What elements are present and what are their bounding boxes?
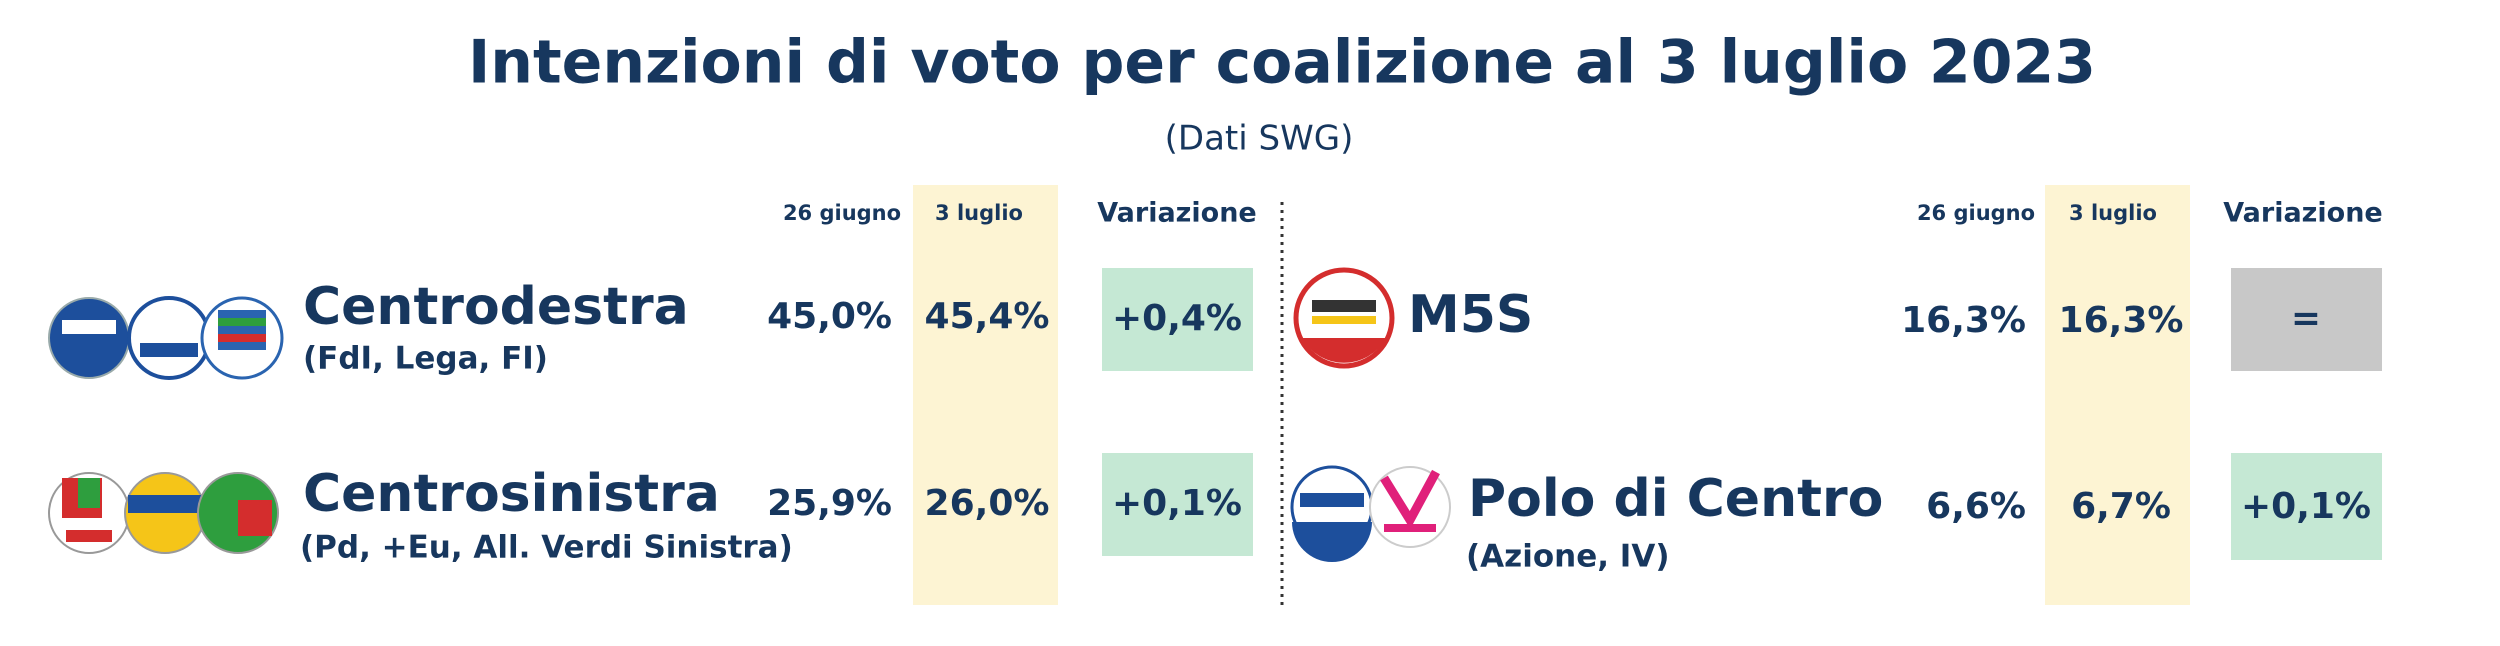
coalition-name: Polo di Centro	[1468, 469, 1883, 529]
coalition-parties: (Azione, IV)	[1466, 539, 1669, 575]
column-header: Variazione	[2223, 198, 2382, 229]
value-june-26: 45,0%	[767, 296, 892, 337]
highlight-column	[913, 185, 1058, 605]
column-header: Variazione	[1097, 198, 1256, 229]
value-july-3: 16,3%	[2059, 300, 2184, 341]
change-box	[2231, 268, 2382, 371]
value-change: +0,4%	[1112, 298, 1242, 339]
value-change: +0,1%	[2241, 486, 2371, 527]
column-header: 26 giugno	[783, 201, 901, 225]
value-june-26: 6,6%	[1926, 486, 2026, 527]
coalition-name: Centrosinistra	[303, 464, 720, 524]
coalition-name: M5S	[1408, 285, 1533, 345]
value-change: =	[2291, 298, 2321, 339]
column-header: 26 giugno	[1917, 201, 2035, 225]
value-july-3: 45,4%	[925, 296, 1050, 337]
subtitle: (Dati SWG)	[1165, 119, 1354, 159]
change-box	[1102, 453, 1253, 556]
column-header: 3 luglio	[2069, 201, 2157, 225]
value-change: +0,1%	[1112, 483, 1242, 524]
title: Intenzioni di voto per coalizione al 3 l…	[468, 28, 2096, 98]
value-july-3: 26,0%	[925, 483, 1050, 524]
coalition-name: Centrodestra	[303, 277, 689, 337]
party-logos	[48, 296, 284, 380]
party-logos	[1290, 465, 1451, 562]
coalition-parties: (Pd, +Eu, All. Verdi Sinistra)	[300, 530, 793, 566]
value-july-3: 6,7%	[2071, 486, 2171, 527]
value-june-26: 25,9%	[767, 483, 892, 524]
party-logos	[48, 472, 279, 554]
party-logo	[1293, 267, 1395, 369]
change-box	[1102, 268, 1253, 371]
column-header: 3 luglio	[935, 201, 1023, 225]
coalition-parties: (FdI, Lega, FI)	[303, 341, 548, 377]
value-june-26: 16,3%	[1901, 300, 2026, 341]
change-box	[2231, 453, 2382, 560]
highlight-column	[2045, 185, 2190, 605]
